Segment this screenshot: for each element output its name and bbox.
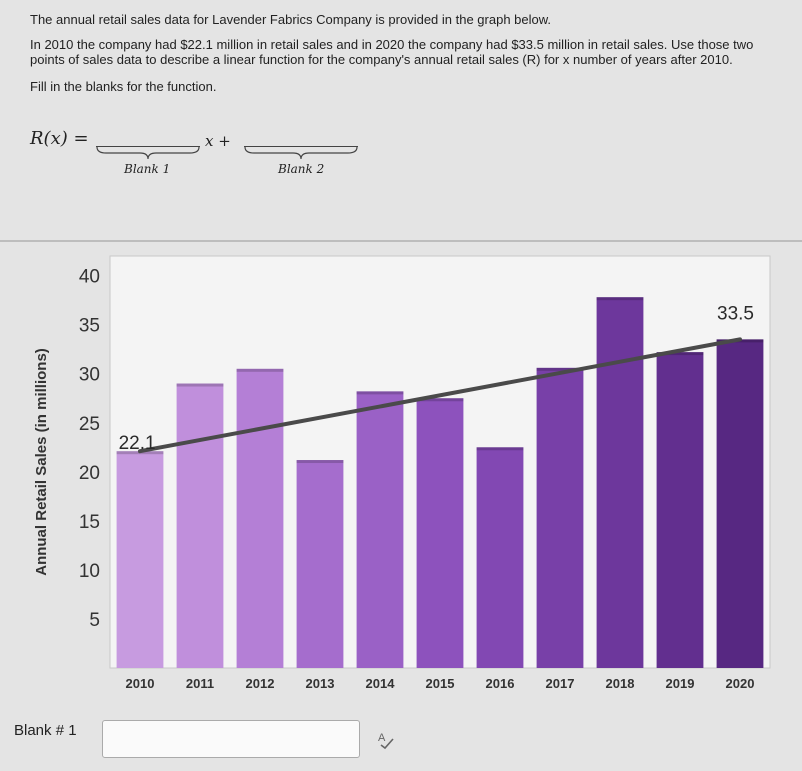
function-middle: x + xyxy=(205,132,231,150)
y-tick-label: 10 xyxy=(79,561,100,582)
blank2-line xyxy=(244,146,358,147)
answer-row: Blank # 1 A xyxy=(0,712,802,770)
x-tick-label: 2014 xyxy=(366,676,396,691)
blank1-answer-input[interactable] xyxy=(102,720,360,758)
bar-cap-2018 xyxy=(596,297,644,301)
trend-line xyxy=(138,337,742,454)
sales-chart: Annual Retail Sales (in millions) 5 10 15 20… xyxy=(0,248,802,708)
y-tick-label: 15 xyxy=(79,512,100,533)
answer-label: Blank # 1 xyxy=(14,722,77,739)
y-tick-label: 35 xyxy=(79,316,100,337)
x-tick-label: 2013 xyxy=(306,676,335,691)
bar-2017 xyxy=(536,367,584,668)
bar-cap-2015 xyxy=(416,398,464,402)
spellcheck-icon[interactable]: A xyxy=(376,730,396,750)
intro-text: The annual retail sales data for Lavende… xyxy=(30,12,552,27)
bar-cap-2012 xyxy=(236,368,284,372)
blank2-caption: Blank 2 xyxy=(278,162,325,176)
bar-cap-2014 xyxy=(356,391,404,395)
y-axis-label: Annual Retail Sales (in millions) xyxy=(33,348,50,576)
description-text: In 2010 the company had $22.1 million in… xyxy=(30,37,754,67)
divider-top xyxy=(0,240,802,242)
bar-2012 xyxy=(236,368,284,668)
instruction-text: Fill in the blanks for the function. xyxy=(30,79,217,94)
y-tick-label: 5 xyxy=(89,610,100,631)
blank1-brace xyxy=(96,146,200,160)
function-template: R(x) = Blank 1 x + Blank 2 xyxy=(30,128,430,188)
bar-2018 xyxy=(596,297,644,668)
chart-svg: Annual Retail Sales (in millions) 5 10 15 20… xyxy=(33,255,771,691)
question-text: The annual retail sales data for Lavende… xyxy=(30,12,790,94)
bar-cap-2013 xyxy=(296,460,344,464)
x-tick-label: 2015 xyxy=(426,676,455,691)
bar-2020 xyxy=(716,339,764,668)
y-tick-label: 25 xyxy=(79,414,100,435)
bar-cap-2011 xyxy=(176,383,224,387)
y-tick-label: 30 xyxy=(79,365,100,386)
x-tick-label: 2016 xyxy=(486,676,515,691)
blank1-line xyxy=(96,146,200,147)
x-tick-label: 2017 xyxy=(546,676,575,691)
y-tick-label: 20 xyxy=(79,463,100,484)
bar-2019 xyxy=(656,352,704,668)
bar-2014 xyxy=(356,391,404,668)
bar-2011 xyxy=(176,383,224,668)
x-tick-label: 2020 xyxy=(726,676,755,691)
bar-cap-2017 xyxy=(536,367,584,371)
bar-2013 xyxy=(296,460,344,668)
function-label: R(x) = xyxy=(30,128,89,149)
x-tick-label: 2019 xyxy=(666,676,695,691)
bar-cap-2019 xyxy=(656,352,704,356)
x-tick-label: 2011 xyxy=(186,676,214,691)
bar-cap-2016 xyxy=(476,447,524,451)
blank2-brace xyxy=(244,146,358,160)
blank1-caption: Blank 1 xyxy=(124,162,171,176)
x-tick-label: 2012 xyxy=(246,676,275,691)
y-tick-label: 40 xyxy=(79,267,100,288)
bar-2016 xyxy=(476,447,524,668)
bar-2010 xyxy=(116,451,164,668)
data-label-2020: 33.5 xyxy=(717,303,754,324)
data-label-2010: 22.1 xyxy=(119,433,156,454)
svg-text:A: A xyxy=(378,732,386,744)
x-tick-label: 2010 xyxy=(126,676,155,691)
x-tick-label: 2018 xyxy=(606,676,635,691)
bar-2015 xyxy=(416,398,464,668)
